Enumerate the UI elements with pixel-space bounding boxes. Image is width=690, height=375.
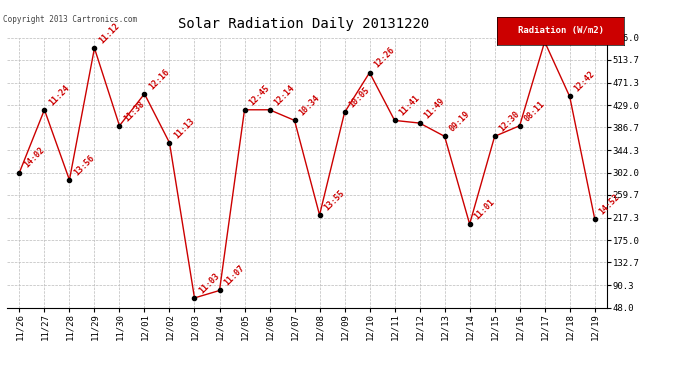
Text: 12:30: 12:30	[497, 110, 522, 134]
Text: 13:56: 13:56	[72, 153, 96, 177]
Text: 11:01: 11:01	[473, 197, 496, 221]
Text: Solar Radiation Daily 20131220: Solar Radiation Daily 20131220	[178, 17, 429, 31]
Text: 08:11: 08:11	[522, 99, 546, 123]
Text: 11:12: 11:12	[97, 21, 121, 45]
Text: 12:16: 12:16	[147, 67, 171, 91]
Text: 11:49: 11:49	[422, 96, 446, 120]
Text: Radiation (W/m2): Radiation (W/m2)	[518, 26, 604, 36]
Text: 11:13: 11:13	[172, 116, 196, 140]
Text: 10:05: 10:05	[347, 86, 371, 109]
Text: 11:07: 11:07	[222, 264, 246, 288]
Text: 11:41: 11:41	[397, 94, 422, 118]
Text: 13:55: 13:55	[322, 188, 346, 212]
Text: 11:38: 11:38	[122, 99, 146, 123]
Text: 14:02: 14:02	[22, 146, 46, 170]
Text: 12:42: 12:42	[573, 70, 596, 94]
Text: Copyright 2013 Cartronics.com: Copyright 2013 Cartronics.com	[3, 15, 137, 24]
Text: 09:19: 09:19	[447, 110, 471, 134]
Text: 12:45: 12:45	[247, 83, 271, 107]
Text: 12:26: 12:26	[373, 46, 396, 70]
Text: 14:52: 14:52	[598, 192, 622, 216]
Text: 11:24: 11:24	[47, 83, 71, 107]
Text: 10:34: 10:34	[297, 94, 322, 118]
Text: 11:03: 11:03	[197, 271, 221, 295]
Text: 12:14: 12:14	[273, 83, 296, 107]
